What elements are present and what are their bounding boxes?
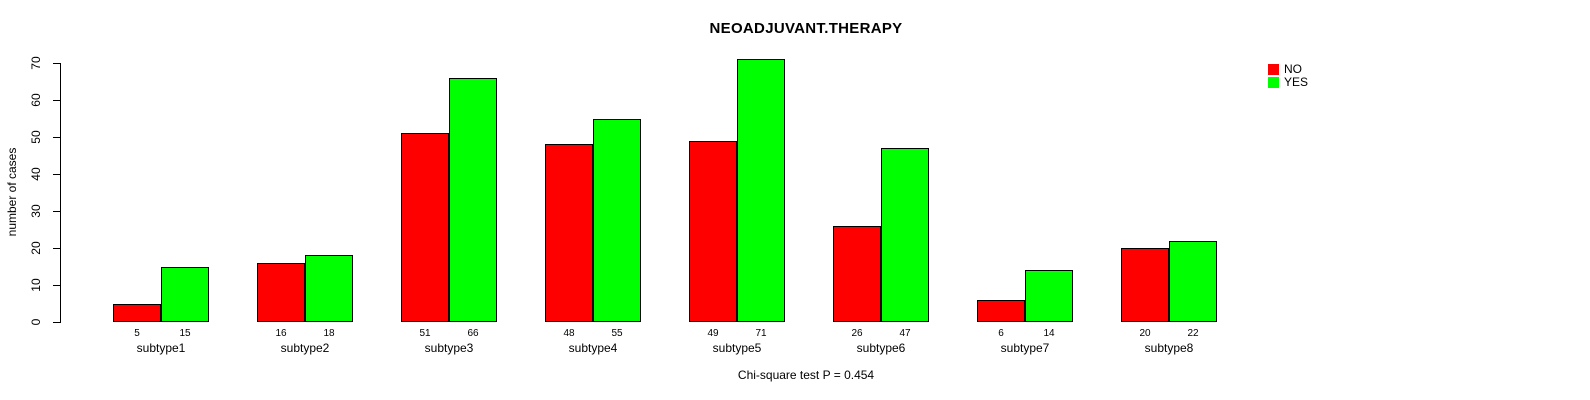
- y-axis-label: number of cases: [5, 147, 19, 237]
- bar-no-subtype8: [1121, 248, 1169, 322]
- bar-value-label: 14: [1043, 328, 1055, 339]
- category-label: subtype1: [136, 341, 186, 355]
- bar-value-label: 6: [998, 328, 1004, 339]
- legend-label-yes: YES: [1284, 75, 1309, 89]
- y-tick: [53, 285, 60, 286]
- bar-value-label: 55: [611, 328, 623, 339]
- bar-value-label: 48: [563, 328, 575, 339]
- legend-label-no: NO: [1284, 62, 1302, 76]
- bar-yes-subtype6: [881, 148, 929, 322]
- y-tick: [53, 211, 60, 212]
- legend: NO YES: [1268, 63, 1308, 89]
- y-tick-label: 20: [29, 241, 43, 255]
- chart-title: NEOADJUVANT.THERAPY: [709, 20, 903, 37]
- category-label: subtype4: [568, 341, 618, 355]
- bar-value-label: 47: [899, 328, 911, 339]
- category-label: subtype8: [1144, 341, 1194, 355]
- y-tick-label: 60: [29, 93, 43, 107]
- bar-value-label: 22: [1187, 328, 1199, 339]
- y-tick-label: 0: [29, 318, 43, 326]
- bar-value-label: 16: [275, 328, 287, 339]
- y-tick: [53, 322, 60, 323]
- y-tick-label: 30: [29, 204, 43, 218]
- bar-yes-subtype4: [593, 118, 641, 322]
- category-label: subtype7: [1000, 341, 1050, 355]
- bar-value-label: 18: [323, 328, 335, 339]
- y-tick-label: 50: [29, 130, 43, 144]
- bar-value-label: 15: [179, 328, 191, 339]
- legend-swatch-yes: [1268, 77, 1279, 88]
- bar-no-subtype3: [401, 133, 449, 322]
- bar-no-subtype4: [545, 144, 593, 322]
- bar-value-label: 71: [755, 328, 767, 339]
- category-label: subtype3: [424, 341, 474, 355]
- category-label: subtype6: [856, 341, 906, 355]
- category-label: subtype2: [280, 341, 330, 355]
- bar-value-label: 66: [467, 328, 479, 339]
- bar-value-label: 5: [134, 328, 140, 339]
- bar-yes-subtype1: [161, 266, 209, 322]
- bar-value-label: 51: [419, 328, 431, 339]
- bar-yes-subtype7: [1025, 270, 1073, 322]
- bar-yes-subtype8: [1169, 240, 1217, 322]
- bar-value-label: 49: [707, 328, 719, 339]
- y-tick: [53, 174, 60, 175]
- legend-item-yes: YES: [1268, 76, 1308, 89]
- legend-item-no: NO: [1268, 63, 1308, 76]
- bar-value-label: 26: [851, 328, 863, 339]
- bar-no-subtype1: [113, 303, 161, 322]
- category-label: subtype5: [712, 341, 762, 355]
- y-tick: [53, 100, 60, 101]
- chi-square-annotation: Chi-square test P = 0.454: [737, 368, 875, 382]
- y-tick: [53, 63, 60, 64]
- bar-no-subtype5: [689, 140, 737, 322]
- bar-value-label: 20: [1139, 328, 1151, 339]
- y-tick-label: 10: [29, 278, 43, 292]
- bar-no-subtype2: [257, 262, 305, 322]
- bar-yes-subtype5: [737, 59, 785, 322]
- y-tick-label: 70: [29, 56, 43, 70]
- legend-swatch-no: [1268, 64, 1279, 75]
- y-tick: [53, 248, 60, 249]
- y-tick-label: 40: [29, 167, 43, 181]
- bar-no-subtype6: [833, 225, 881, 322]
- y-axis-line: [60, 63, 61, 323]
- bar-no-subtype7: [977, 299, 1025, 322]
- y-tick: [53, 137, 60, 138]
- bar-yes-subtype3: [449, 77, 497, 322]
- bar-yes-subtype2: [305, 255, 353, 322]
